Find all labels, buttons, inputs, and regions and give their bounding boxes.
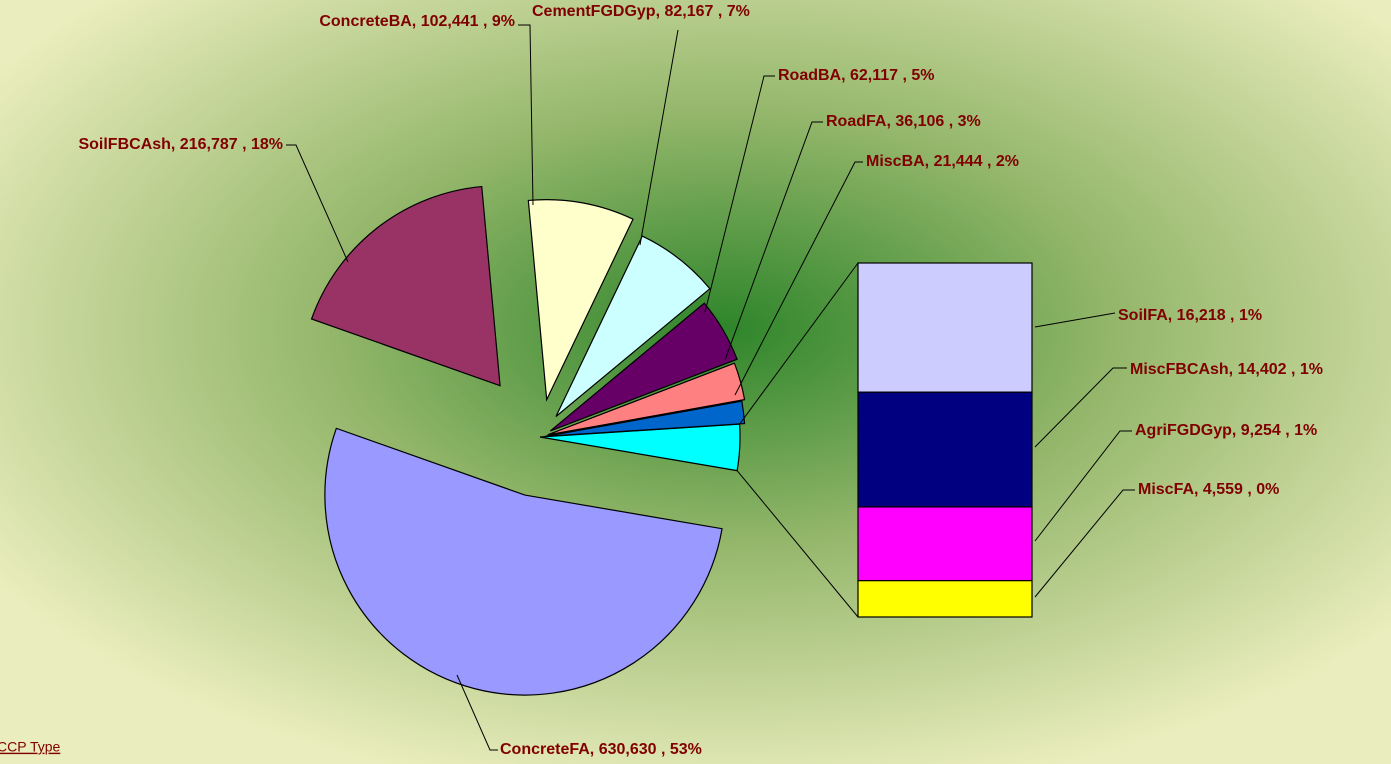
- connector: [736, 470, 859, 618]
- bar-segment: [857, 506, 1033, 582]
- data-label: RoadBA, 62,117 , 5%: [778, 67, 935, 84]
- pie-slice: [547, 362, 746, 436]
- leader-line: [724, 121, 823, 361]
- data-label: AgriFGDGyp, 9,254 , 1%: [1135, 422, 1317, 439]
- data-label: SoilFBCAsh, 216,787 , 18%: [78, 136, 283, 153]
- data-label: MiscBA, 21,444 , 2%: [866, 153, 1019, 170]
- leader-line: [1034, 430, 1132, 542]
- data-label: MiscFBCAsh, 14,402 , 1%: [1130, 361, 1323, 378]
- pie-slice: [527, 199, 634, 402]
- bar-segment: [857, 262, 1033, 393]
- data-label: ConcreteFA, 630,630 , 53%: [500, 741, 702, 758]
- data-label: CementFGDGyp, 82,167 , 7%: [532, 3, 750, 20]
- leader-line: [1034, 489, 1135, 598]
- leader-line: [456, 674, 498, 751]
- pie-slice: [310, 185, 501, 387]
- pie-slice: [549, 302, 738, 432]
- bar-segment: [857, 580, 1033, 618]
- connector: [739, 262, 859, 425]
- pie-slice: [555, 235, 711, 417]
- leader-line: [734, 161, 863, 396]
- data-label: SoilFA, 16,218 , 1%: [1118, 307, 1262, 324]
- data-label: ConcreteBA, 102,441 , 9%: [319, 13, 515, 30]
- leader-line: [518, 24, 534, 206]
- leader-line: [1034, 312, 1116, 328]
- leader-line: [704, 75, 775, 313]
- pie-slice: [324, 427, 723, 696]
- leader-line: [639, 29, 679, 246]
- field-button[interactable]: CCP Type: [0, 739, 61, 755]
- bar-segment: [857, 391, 1033, 508]
- data-label: RoadFA, 36,106 , 3%: [826, 113, 981, 130]
- data-label: MiscFA, 4,559 , 0%: [1138, 481, 1279, 498]
- leader-line: [286, 144, 349, 263]
- pie-slice: [544, 400, 746, 437]
- leader-line: [1034, 367, 1127, 448]
